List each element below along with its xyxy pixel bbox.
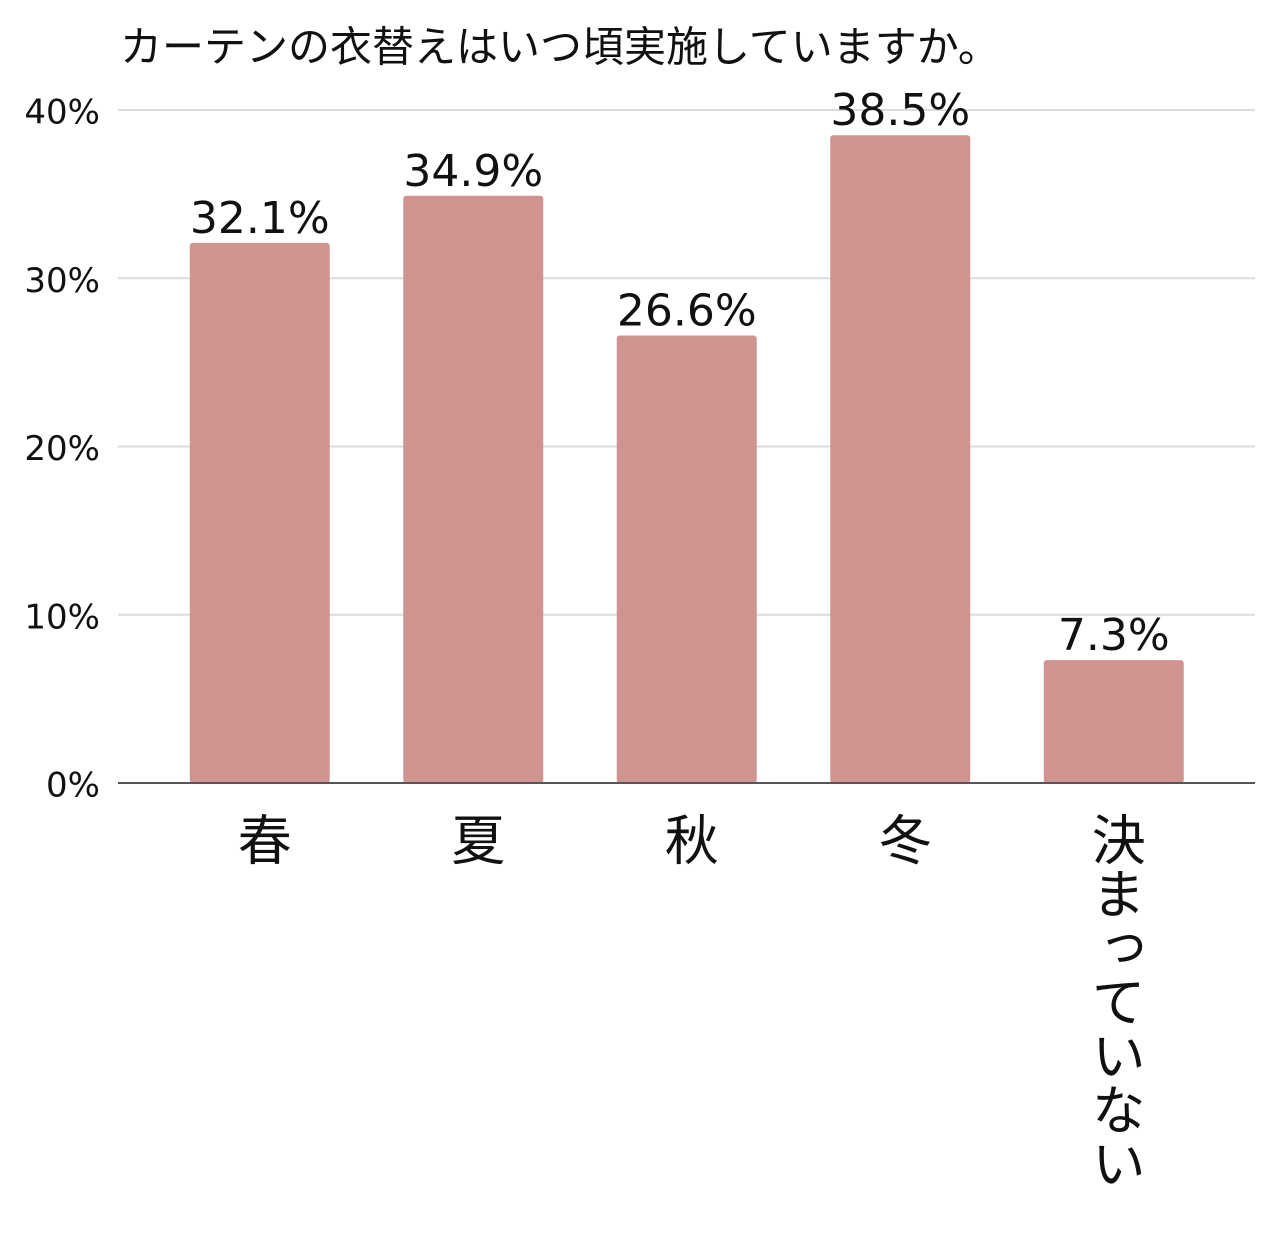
value-label: 34.9% (403, 146, 543, 197)
bar (616, 335, 757, 783)
y-tick-label: 10% (24, 597, 100, 637)
bar (830, 135, 971, 784)
y-tick-label: 40% (24, 93, 100, 133)
value-label: 7.3% (1058, 610, 1170, 661)
value-label: 26.6% (617, 285, 757, 336)
y-tick-label: 20% (24, 429, 100, 469)
value-label: 38.5% (830, 85, 970, 136)
x-tick-label: 冬 (869, 812, 932, 866)
value-label: 32.1% (190, 193, 330, 244)
bar (1043, 660, 1184, 783)
bar (403, 195, 544, 783)
x-tick-label: 夏 (442, 812, 505, 866)
chart-title: カーテンの衣替えはいつ頃実施していますか。 (120, 23, 1000, 72)
x-tick-label: 春 (228, 812, 291, 866)
y-tick-label: 0% (46, 766, 100, 806)
x-tick-label: 決まっていない (1082, 812, 1145, 1190)
bar (189, 242, 330, 784)
y-tick-label: 30% (24, 261, 100, 301)
x-tick-label: 秋 (655, 812, 718, 866)
